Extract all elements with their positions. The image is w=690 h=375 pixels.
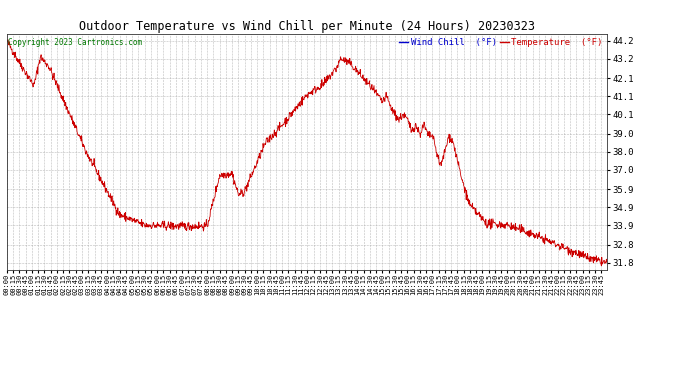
Legend: Wind Chill  (°F), Temperature  (°F): Wind Chill (°F), Temperature (°F) [395,34,607,51]
Text: Copyright 2023 Cartronics.com: Copyright 2023 Cartronics.com [8,39,142,48]
Title: Outdoor Temperature vs Wind Chill per Minute (24 Hours) 20230323: Outdoor Temperature vs Wind Chill per Mi… [79,20,535,33]
